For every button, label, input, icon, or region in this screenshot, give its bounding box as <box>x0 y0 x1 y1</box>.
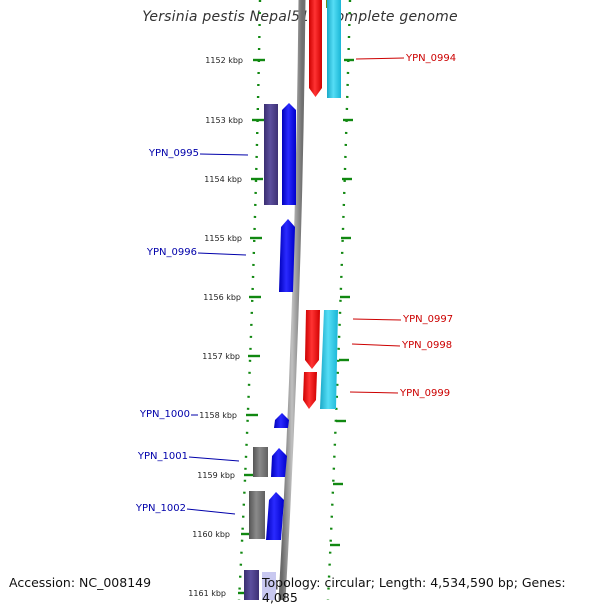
feature-rna-near-YPN_0994 <box>327 0 341 98</box>
genome-backbone <box>278 0 306 600</box>
feature-YPN_1002 <box>266 492 284 540</box>
feature-YPN_1000 <box>274 413 289 428</box>
feature-rna-near-YPN_0995 <box>264 104 278 205</box>
scale-label: 1161 kbp <box>188 589 226 598</box>
inner-tick-track <box>237 0 262 600</box>
outer-major-ticks <box>330 58 354 547</box>
topology-text: Topology: circular; Length: 4,534,590 bp… <box>262 575 566 605</box>
feature-YPN_0998 <box>320 310 338 409</box>
scale-label: 1155 kbp <box>204 234 242 243</box>
gene-label-YPN_0995: YPN_0995 <box>148 148 199 159</box>
feature-gray-near-YPN_1002 <box>249 491 265 539</box>
gene-label-YPN_1001: YPN_1001 <box>137 451 188 462</box>
feature-YPN_1001 <box>271 448 287 477</box>
gene-label-YPN_1002: YPN_1002 <box>135 503 186 514</box>
gene-label-YPN_0997: YPN_0997 <box>402 314 453 325</box>
feature-gray-near-YPN_1001 <box>253 447 268 477</box>
scale-label: 1154 kbp <box>204 175 242 184</box>
gene-label-YPN_0999: YPN_0999 <box>399 388 450 399</box>
feature-YPN_0999 <box>303 372 317 409</box>
scale-label: 1153 kbp <box>205 116 243 125</box>
scale-label: 1160 kbp <box>192 530 230 539</box>
scale-label: 1152 kbp <box>205 56 243 65</box>
reverse-gene-labels: YPN_0995 YPN_0996 YPN_1000 YPN_1001 YPN_… <box>135 148 249 515</box>
accession-text: Accession: NC_008149 <box>9 575 152 590</box>
gene-label-YPN_1000: YPN_1000 <box>139 409 190 420</box>
feature-YPN_0995 <box>282 103 296 205</box>
feature-YPN_0996 <box>279 219 295 292</box>
scale-labels: 1152 kbp 1153 kbp 1154 kbp 1155 kbp 1156… <box>188 56 243 598</box>
reverse-features <box>244 103 296 600</box>
scale-label: 1159 kbp <box>197 471 235 480</box>
scale-label: 1158 kbp <box>199 411 237 420</box>
gene-label-YPN_0996: YPN_0996 <box>146 247 197 258</box>
forward-gene-labels: YPN_0994 YPN_0997 YPN_0998 YPN_0999 <box>349 53 456 399</box>
scale-label: 1156 kbp <box>203 293 241 302</box>
feature-YPN_0997 <box>305 310 320 369</box>
gene-label-YPN_0998: YPN_0998 <box>401 340 452 351</box>
gene-label-YPN_0994: YPN_0994 <box>405 53 456 64</box>
forward-features <box>303 0 341 409</box>
scale-label: 1157 kbp <box>202 352 240 361</box>
outer-tick-track <box>326 0 352 600</box>
feature-YPN_0994 <box>309 0 322 97</box>
feature-bottom-purple <box>244 570 259 600</box>
feature-bottom-light <box>262 572 276 600</box>
